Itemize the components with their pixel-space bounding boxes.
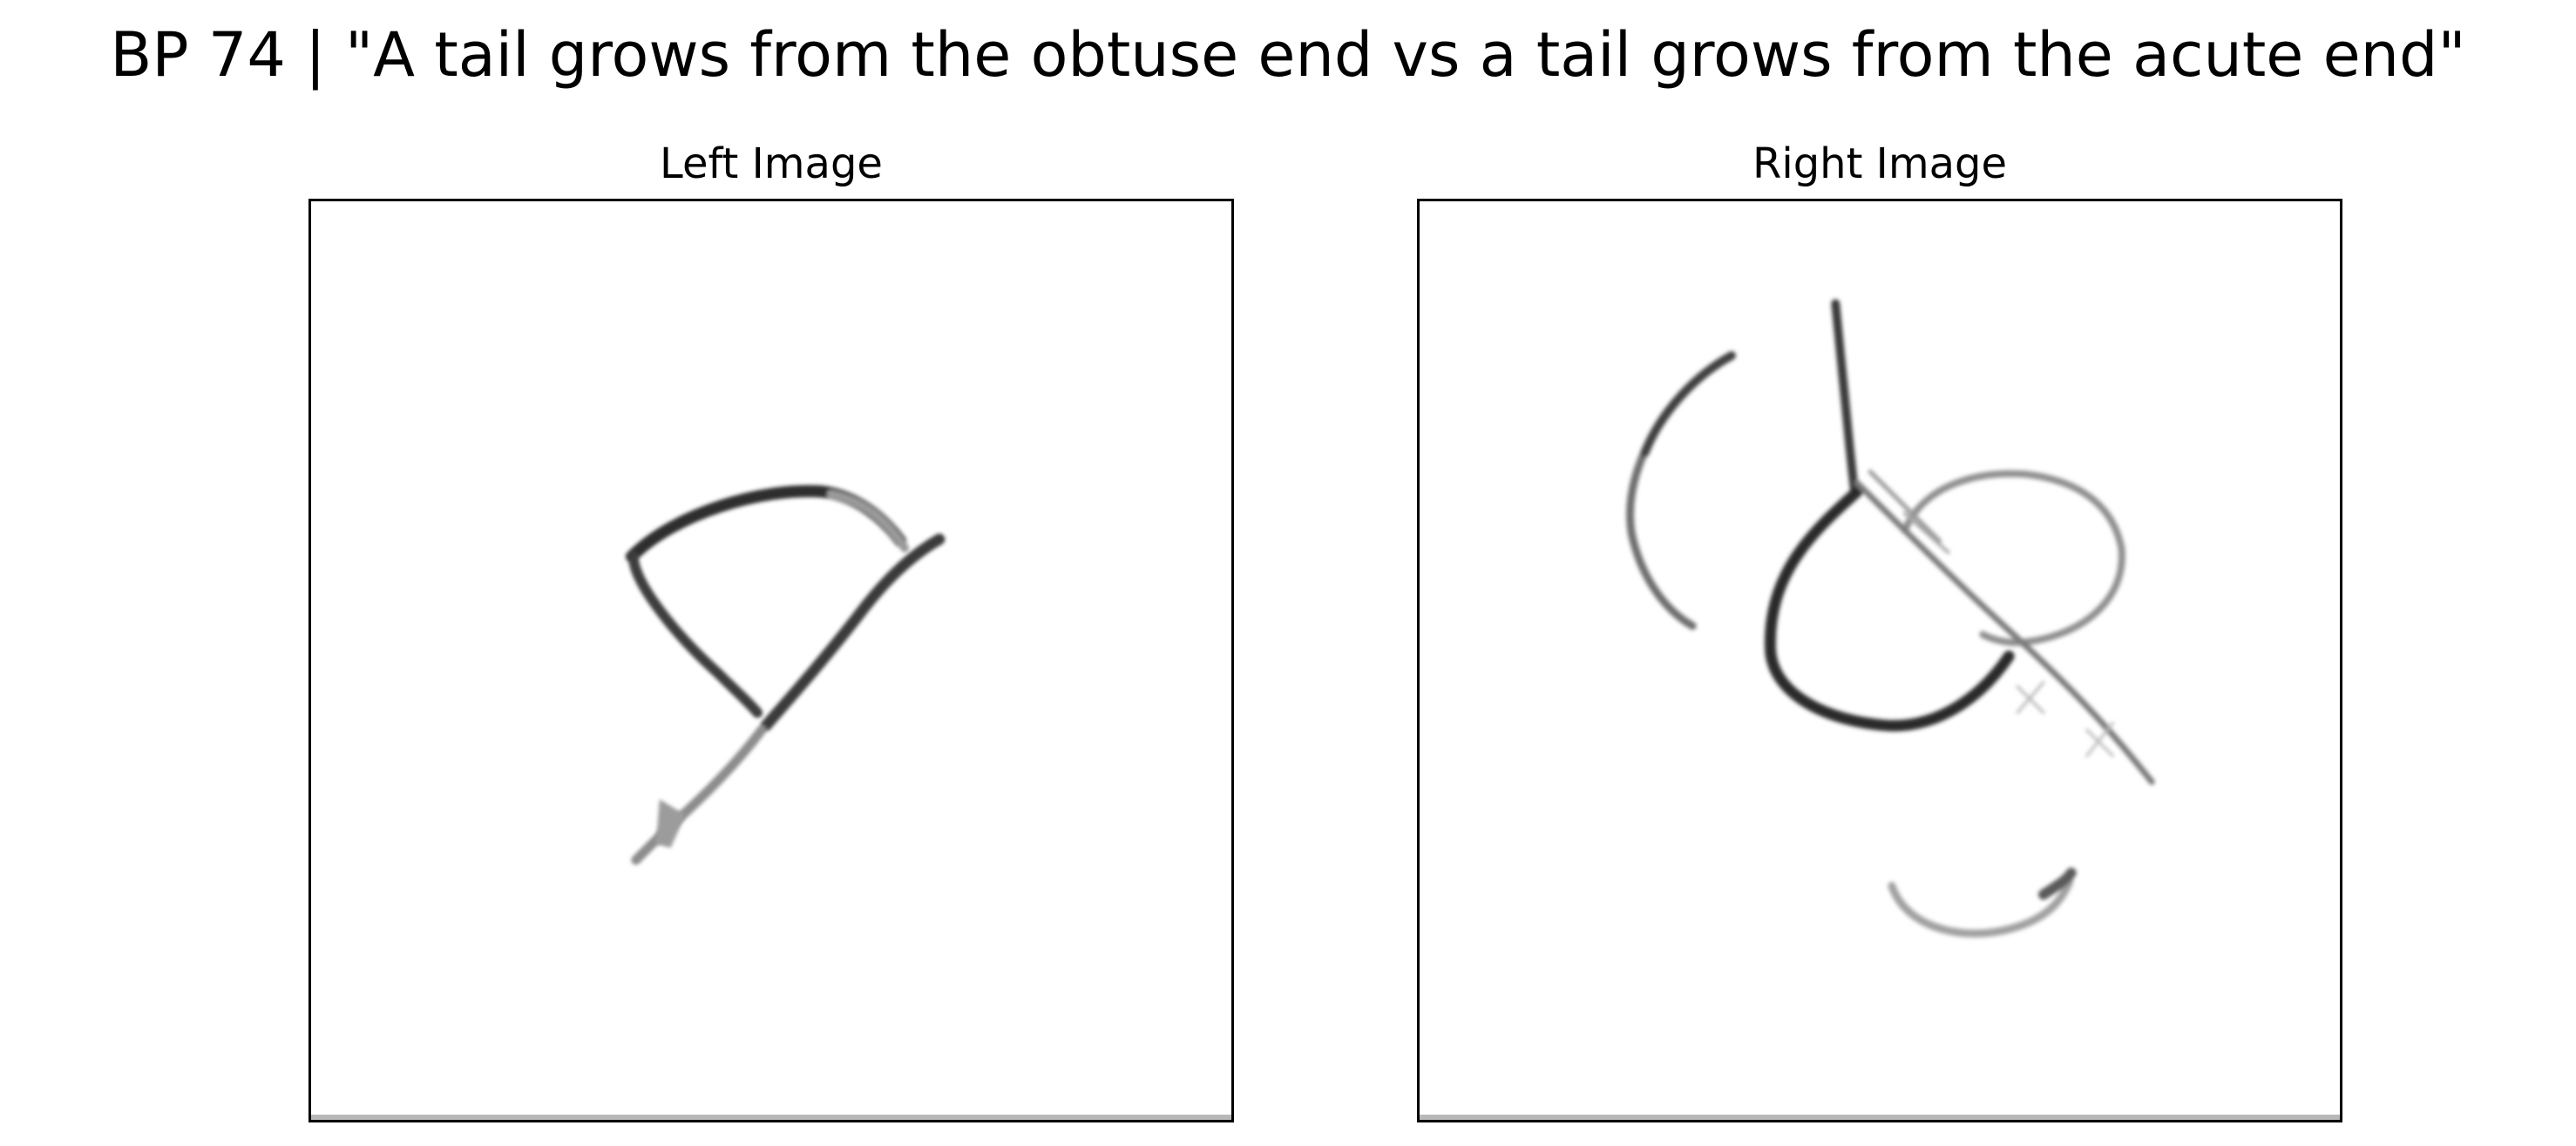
shape-tail <box>631 725 767 865</box>
right-image-panel <box>1417 199 2342 1122</box>
left-panel-title: Left Image <box>660 139 883 188</box>
right-drawing <box>1626 299 2155 938</box>
shape-top-arc-fade <box>826 490 910 553</box>
shape-left-side <box>627 551 763 718</box>
diagonal-hash-2 <box>1902 511 1950 554</box>
diagonal-cross-1 <box>2016 681 2045 715</box>
figure-title: BP 74 | "A tail grows from the obtuse en… <box>110 19 2466 91</box>
right-panel-bottom-strip <box>1420 1115 2340 1120</box>
right-panel-title: Right Image <box>1752 139 2007 188</box>
left-image-panel <box>308 199 1234 1122</box>
left-crescent-dark <box>1640 351 1736 458</box>
diagonal-hash-1 <box>1868 469 1942 544</box>
lower-smile <box>1888 878 2074 938</box>
vertical-stem <box>1831 299 1860 497</box>
left-drawing <box>625 485 946 865</box>
left-panel-bottom-strip <box>311 1115 1231 1120</box>
shape-right-diagonal <box>760 533 946 732</box>
diagonal-cross-2 <box>2085 722 2114 757</box>
upper-right-loop <box>1901 470 2125 647</box>
main-loop <box>1765 485 2015 732</box>
lower-smile-tip <box>2037 867 2077 900</box>
tail-flag <box>655 799 686 848</box>
diagonal-line <box>1854 479 2155 785</box>
